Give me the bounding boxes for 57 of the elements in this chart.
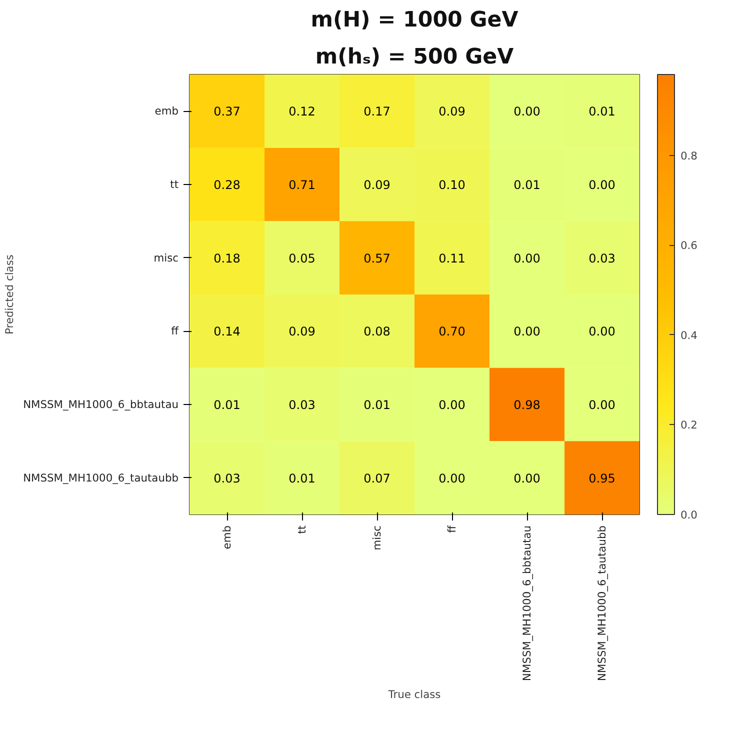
color-bar-label: 0.6 bbox=[680, 239, 698, 252]
data-label: 0.17 bbox=[364, 104, 390, 119]
data-label: 0.00 bbox=[514, 104, 540, 119]
data-label: 0.37 bbox=[214, 104, 240, 119]
data-label: 0.71 bbox=[288, 178, 316, 192]
data-label: 0.01 bbox=[514, 178, 540, 192]
data-label: 0.03 bbox=[588, 251, 616, 266]
color-bar-label: 0.4 bbox=[680, 328, 698, 342]
data-label: 0.01 bbox=[588, 104, 616, 119]
data-label: 0.28 bbox=[214, 178, 240, 192]
y-tick-label: misc bbox=[154, 251, 179, 264]
x-tick-label: emb bbox=[220, 525, 234, 550]
x-tick-label: tt bbox=[296, 525, 308, 534]
color-bar-label: 0.0 bbox=[680, 508, 698, 522]
data-label: 0.57 bbox=[364, 251, 390, 266]
x-tick-label: ff bbox=[446, 524, 458, 533]
color-bar-label: 0.2 bbox=[680, 418, 698, 432]
y-tick-label: ff bbox=[171, 324, 180, 338]
y-tick-label: NMSSM_MH1000_6_bbtautau bbox=[23, 398, 179, 411]
x-tick-label: misc bbox=[370, 525, 384, 550]
data-label: 0.08 bbox=[364, 324, 390, 339]
data-label: 0.00 bbox=[438, 471, 466, 486]
data-label: 0.09 bbox=[438, 104, 466, 119]
data-label: 0.00 bbox=[514, 471, 540, 486]
data-label: 0.00 bbox=[438, 398, 466, 412]
data-label: 0.14 bbox=[214, 324, 240, 339]
y-axis-title: Predicted class bbox=[3, 254, 16, 334]
data-label: 0.01 bbox=[288, 471, 316, 486]
data-label: 0.10 bbox=[438, 178, 466, 192]
data-label: 0.03 bbox=[288, 398, 316, 412]
data-label: 0.00 bbox=[514, 324, 540, 339]
data-label: 0.98 bbox=[514, 398, 540, 412]
data-label: 0.00 bbox=[514, 251, 540, 266]
x-tick-label: NMSSM_MH1000_6_bbtautau bbox=[520, 525, 534, 681]
chart-title: m(H) = 1000 GeV bbox=[310, 8, 519, 32]
data-label: 0.11 bbox=[438, 251, 466, 266]
data-label: 0.01 bbox=[214, 398, 240, 412]
data-label: 0.03 bbox=[214, 471, 240, 486]
data-label: 0.01 bbox=[364, 398, 390, 412]
data-label: 0.00 bbox=[588, 324, 616, 339]
data-label: 0.18 bbox=[214, 251, 240, 266]
data-label: 0.09 bbox=[288, 324, 316, 339]
data-label: 0.12 bbox=[288, 104, 316, 119]
data-label: 0.70 bbox=[438, 324, 466, 339]
y-tick-label: NMSSM_MH1000_6_tautaubb bbox=[23, 471, 179, 484]
y-tick-label: tt bbox=[170, 178, 179, 191]
y-tick-label: emb bbox=[154, 104, 179, 118]
data-label: 0.05 bbox=[288, 251, 316, 266]
x-tick-label: NMSSM_MH1000_6_tautaubb bbox=[596, 525, 608, 681]
data-label: 0.95 bbox=[588, 471, 616, 486]
data-label: 0.07 bbox=[364, 471, 390, 486]
data-label: 0.00 bbox=[588, 398, 616, 412]
color-bar-label: 0.8 bbox=[680, 149, 698, 162]
data-label: 0.00 bbox=[588, 178, 616, 192]
x-axis-title: True class bbox=[387, 688, 442, 701]
data-label: 0.09 bbox=[364, 178, 390, 192]
chart-subtitle: m(hₛ) = 500 GeV bbox=[315, 44, 514, 70]
